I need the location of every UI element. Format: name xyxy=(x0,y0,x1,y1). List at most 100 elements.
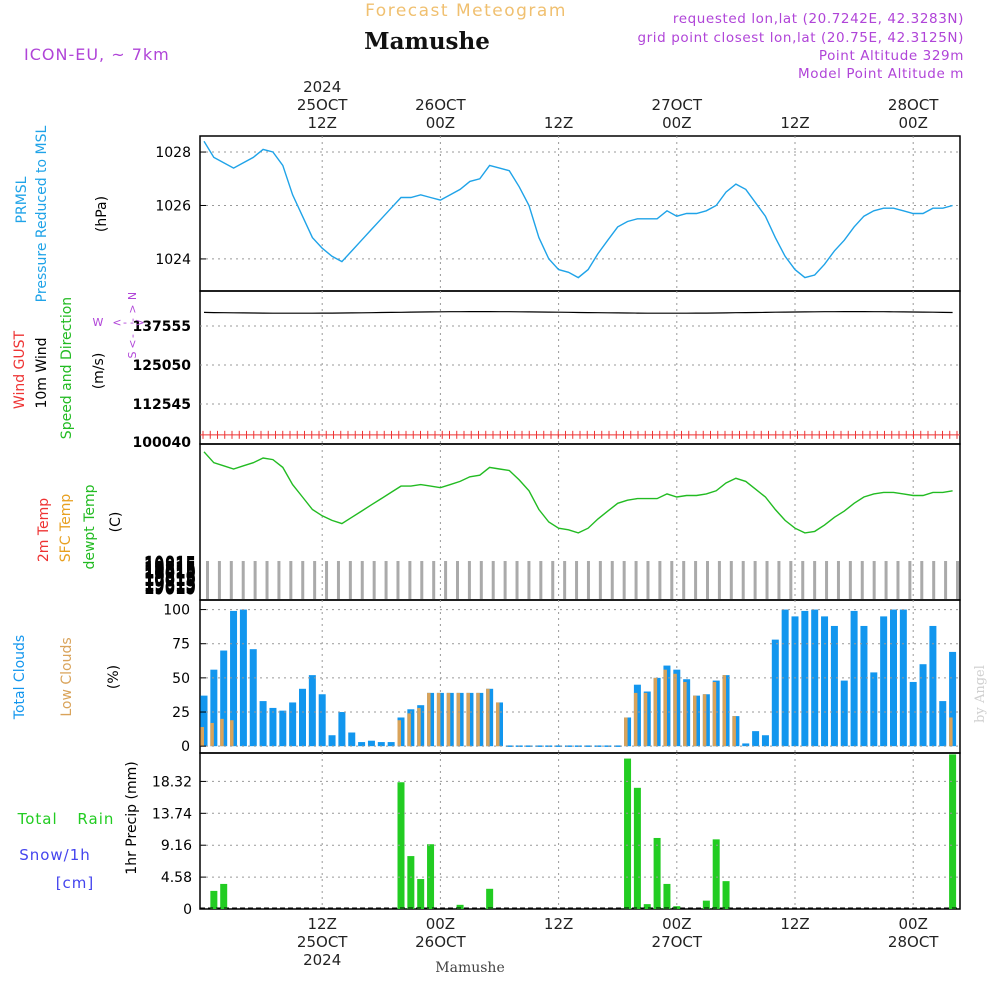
temperature-bar xyxy=(277,561,281,599)
clouds-tick-label: 75 xyxy=(172,637,190,653)
total-cloud-bar xyxy=(860,625,868,747)
pressure-tick-label: 1028 xyxy=(155,145,191,161)
temperature-bar xyxy=(848,561,852,599)
rain-bar xyxy=(407,856,415,909)
temperature-bar xyxy=(575,561,579,599)
rain-bar xyxy=(722,881,730,909)
temperature-bar xyxy=(301,561,305,599)
precip-label-snow: Snow/1h xyxy=(19,846,91,864)
temperature-bar xyxy=(527,561,531,599)
temp-ylabel-2m: 2m Temp xyxy=(36,498,52,562)
pressure-panel-frame xyxy=(199,135,961,292)
temperature-tick-label: 19815 xyxy=(144,568,196,597)
location-title: Mamushe xyxy=(364,28,490,55)
low-cloud-bar xyxy=(683,681,687,747)
dewpt-series-line xyxy=(203,451,953,534)
temperature-bar xyxy=(646,561,650,599)
pressure-series-line xyxy=(203,140,953,279)
rain-bar xyxy=(427,844,435,909)
temperature-bar xyxy=(289,561,293,599)
wind-tick-label: 137555 xyxy=(133,319,191,335)
time-label-top: 26OCT xyxy=(415,96,466,114)
credit-watermark: by Angel xyxy=(973,665,988,723)
low-cloud-bar xyxy=(417,707,421,747)
total-cloud-bar xyxy=(830,625,838,747)
time-label-top: 00Z xyxy=(426,114,455,132)
temperature-tick-label: 19815 xyxy=(144,556,196,585)
temperature-bar xyxy=(932,561,936,599)
time-label-bottom: 25OCT xyxy=(297,933,348,951)
total-cloud-bar xyxy=(299,688,306,747)
temperature-bar xyxy=(420,561,424,599)
time-label-bottom: 12Z xyxy=(780,915,809,933)
low-cloud-bar xyxy=(949,717,953,747)
wind-tick-label: 100040 xyxy=(133,435,192,451)
total-cloud-bar xyxy=(387,742,395,747)
low-cloud-bar xyxy=(466,692,470,747)
direction-scale-label: - xyxy=(126,318,139,322)
total-cloud-bar xyxy=(811,609,819,747)
total-cloud-bar xyxy=(840,680,848,747)
low-cloud-bar xyxy=(722,675,727,747)
temperature-bar xyxy=(717,561,721,599)
precip-label-cm: [cm] xyxy=(56,874,95,892)
rain-bar xyxy=(486,888,494,909)
low-cloud-bar xyxy=(427,692,431,747)
temperature-bar xyxy=(610,561,614,599)
temperature-bar xyxy=(444,561,448,599)
temperature-bar xyxy=(956,561,959,599)
point-altitude: Point Altitude 329m xyxy=(819,48,964,64)
temperature-bar xyxy=(563,561,567,599)
rain-bar xyxy=(397,782,405,909)
time-label-top: 00Z xyxy=(899,114,928,132)
total-cloud-bar xyxy=(821,616,829,747)
temperature-bar xyxy=(694,561,698,599)
low-cloud-bar xyxy=(476,692,480,747)
rain-bar xyxy=(417,879,425,909)
time-label-top: 12Z xyxy=(780,114,809,132)
total-cloud-bar xyxy=(289,702,297,747)
temperature-bar xyxy=(765,561,769,599)
rain-bar xyxy=(220,883,228,909)
temperature-bar xyxy=(313,561,317,599)
temperature-bar xyxy=(241,561,245,599)
temperature-bar xyxy=(253,561,257,599)
total-cloud-bar xyxy=(249,649,257,747)
clouds-ylabel-total: Total Clouds xyxy=(12,635,28,720)
low-cloud-bar xyxy=(693,695,697,747)
temperature-bar xyxy=(860,561,864,599)
time-label-top: 27OCT xyxy=(652,96,703,114)
wind-tick-label: 125050 xyxy=(133,358,192,374)
wind-ylabel-direction: Speed and Direction xyxy=(59,297,75,439)
total-cloud-bar xyxy=(850,610,858,747)
temperature-bar xyxy=(920,561,924,599)
total-cloud-bar xyxy=(890,609,897,747)
low-cloud-bar xyxy=(643,692,648,747)
time-label-bottom: 00Z xyxy=(426,915,455,933)
total-cloud-bar xyxy=(308,675,316,747)
low-cloud-bar xyxy=(456,692,461,747)
temp-ylabel-dewpt: dewpt Temp xyxy=(82,484,98,569)
time-label-bottom: 00Z xyxy=(899,915,928,933)
time-label-top: 12Z xyxy=(544,114,573,132)
total-cloud-bar xyxy=(367,740,375,747)
clouds-unit: (%) xyxy=(106,665,122,689)
clouds-ylabel-low: Low Clouds xyxy=(59,637,75,716)
total-cloud-bar xyxy=(230,610,238,747)
temperature-tick-label: 19815 xyxy=(144,562,196,591)
time-label-top: 28OCT xyxy=(888,96,939,114)
direction-scale: W < - - >S<-->N xyxy=(93,292,145,359)
rain-bar xyxy=(210,890,218,909)
direction-scale-label: > xyxy=(126,304,139,313)
grid-point-coords: grid point closest lon,lat (20.75E, 42.3… xyxy=(637,30,964,46)
temperature-bar xyxy=(479,561,483,599)
rain-bar xyxy=(456,904,464,909)
temperature-bar xyxy=(896,561,900,599)
precip-tick-label: 0 xyxy=(183,902,192,918)
low-cloud-bar xyxy=(397,720,401,747)
rain-bar xyxy=(663,883,671,909)
rain-bar xyxy=(633,787,641,909)
time-label-bottom: 12Z xyxy=(544,915,573,933)
